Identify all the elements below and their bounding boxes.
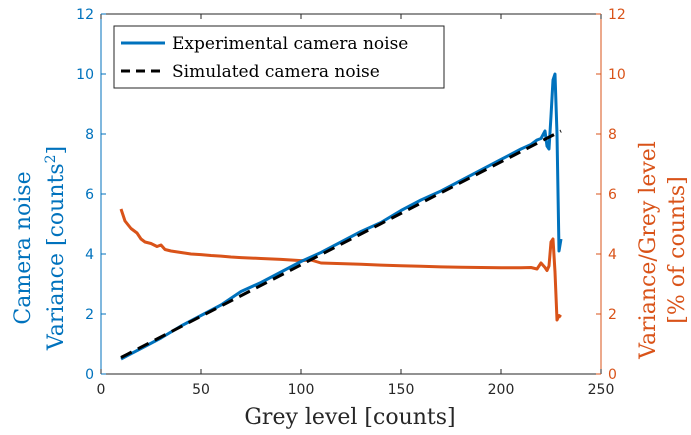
x-tick-label: 0 (97, 382, 106, 398)
y-left-tick-label: 4 (85, 247, 94, 263)
x-tick-label: 250 (588, 382, 615, 398)
y-right-tick-label: 12 (608, 7, 626, 23)
simulated-noise-line (120, 129, 562, 359)
legend-box (113, 25, 445, 89)
left-axis-title-line2: Variance [counts2] (43, 146, 69, 351)
y-right-tick-label: 2 (608, 307, 617, 323)
legend-simulated-label: Simulated camera noise (172, 62, 380, 82)
x-tick-label: 50 (192, 382, 210, 398)
experimental-noise-line (120, 72, 563, 361)
series-layer (119, 72, 563, 361)
y-left-tick-label: 12 (76, 7, 94, 23)
right-axis-title: Variance/Grey level (636, 141, 661, 360)
right-axis-title-line1: Variance/Grey level (636, 141, 661, 360)
y-right-tick-label: 0 (608, 367, 617, 383)
left-axis-title-line1: Camera noise (11, 171, 36, 324)
x-axis-title: Grey level [counts] (244, 405, 455, 430)
y-left-tick-label: 8 (85, 127, 94, 143)
legend: Experimental camera noise Simulated came… (113, 25, 445, 89)
left-axis-title-2: Variance [counts2] (43, 146, 69, 351)
y-left-tick-label: 0 (85, 367, 94, 383)
right-axis-title-line2: [% of counts] (665, 176, 690, 323)
y-left-tick-label: 6 (85, 187, 94, 203)
right-axis-title-2: [% of counts] (665, 176, 690, 323)
x-tick-label: 200 (488, 382, 515, 398)
left-axis-title: Camera noise (11, 171, 36, 324)
left-axis-title-suffix: ] (44, 146, 69, 155)
y-right-tick-label: 8 (608, 127, 617, 143)
left-axis-title-prefix: Variance [counts (44, 163, 69, 351)
variance-ratio-line (119, 208, 562, 322)
legend-experimental-label: Experimental camera noise (172, 34, 408, 54)
x-tick-label: 100 (288, 382, 315, 398)
y-left-tick-label: 2 (85, 307, 94, 323)
y-right-tick-label: 4 (608, 247, 617, 263)
y-right-tick-label: 6 (608, 187, 617, 203)
y-right-tick-label: 10 (608, 67, 626, 83)
x-tick-label: 150 (388, 382, 415, 398)
y-left-tick-label: 10 (76, 67, 94, 83)
left-axis-title-sup: 2 (43, 154, 59, 163)
